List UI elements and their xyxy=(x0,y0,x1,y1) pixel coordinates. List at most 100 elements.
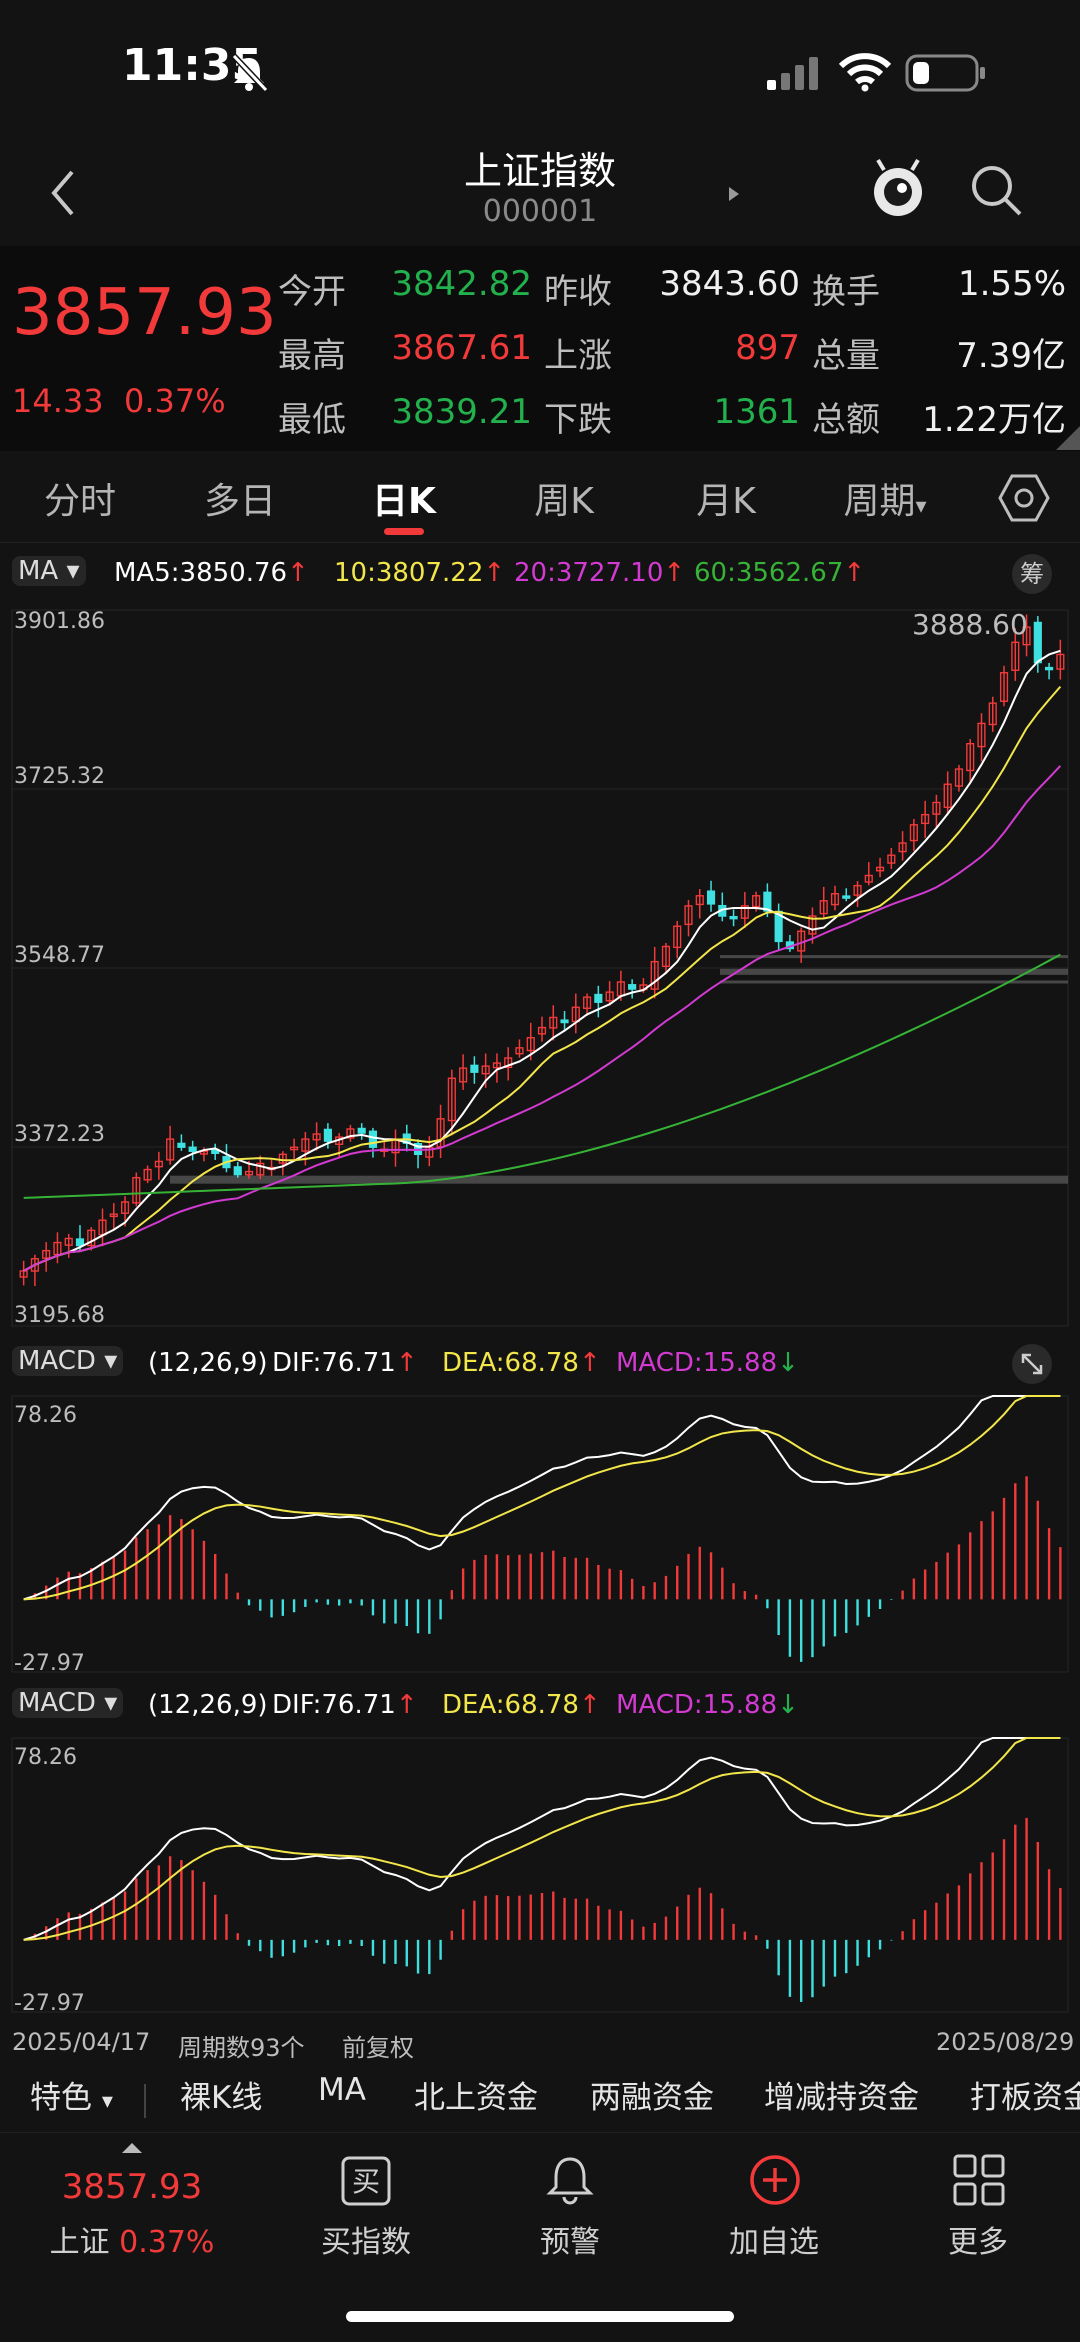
candle-body xyxy=(808,915,817,935)
candle-body xyxy=(887,854,896,864)
cellular-signal-icon xyxy=(767,57,818,90)
quote-label: 总量 xyxy=(812,336,880,376)
status-bar: 11:35 xyxy=(0,0,1080,140)
candle-body xyxy=(729,915,738,920)
candle-body xyxy=(684,905,693,926)
candle-body xyxy=(504,1057,513,1069)
tab-intraday[interactable]: 分时 xyxy=(43,481,116,522)
feature-northbound[interactable]: 北上资金 xyxy=(414,2080,538,2116)
macd-legend-1: MACD ▾ (12,26,9) DIF:76.71↑ DEA:68.78↑ M… xyxy=(12,1344,1072,1386)
dif-line xyxy=(23,1737,1061,1941)
search-icon[interactable] xyxy=(968,162,1026,220)
feature-margin[interactable]: 两融资金 xyxy=(590,2080,714,2116)
ma5-line xyxy=(23,649,1061,1272)
candle-body xyxy=(75,1238,85,1247)
next-stock-arrow-icon[interactable] xyxy=(726,184,742,204)
dif-value-2: DIF:76.71↑ xyxy=(272,1690,418,1720)
wifi-icon xyxy=(838,53,892,92)
ma-legend: MA ▾ MA5:3850.76↑ 10:3807.22↑ 20:3727.10… xyxy=(12,554,1072,596)
candle-body xyxy=(346,1128,355,1139)
svg-text:买: 买 xyxy=(352,2165,380,2198)
candle-body xyxy=(706,890,716,905)
quote-label: 总额 xyxy=(812,400,880,440)
macd-selector-2[interactable]: MACD ▾ xyxy=(12,1688,124,1718)
back-arrow-icon[interactable] xyxy=(48,168,78,218)
tab-multi-day[interactable]: 多日 xyxy=(203,481,276,522)
feature-divider xyxy=(144,2084,146,2118)
corner-marker-icon xyxy=(1056,426,1080,450)
macd-top-label: 78.26 xyxy=(14,1745,77,1770)
feature-special[interactable]: 特色 ▾ xyxy=(30,2080,113,2116)
macd-frame xyxy=(11,1395,1069,1673)
candle-body xyxy=(64,1237,73,1246)
settings-hexagon-icon[interactable] xyxy=(998,472,1050,524)
buy-index-label: 买指数 xyxy=(321,2225,411,2260)
candle-body xyxy=(233,1166,242,1176)
feature-holdings-change[interactable]: 增减持资金 xyxy=(764,2080,919,2116)
candle-body xyxy=(695,895,704,906)
k-line-chart[interactable]: 3901.86 3725.32 3548.77 3372.23 3195.68 3888.… xyxy=(0,598,1080,1338)
feature-ma[interactable]: MA xyxy=(318,2072,366,2108)
buy-index-button[interactable]: 买 买指数 xyxy=(258,2133,474,2342)
candle-body xyxy=(1022,626,1031,646)
ma10-line xyxy=(23,685,1062,1272)
ma10-value: 10:3807.22↑ xyxy=(334,558,506,588)
candle-body xyxy=(1011,641,1020,672)
dea-value-1: DEA:68.78↑ xyxy=(442,1348,601,1378)
candle-body xyxy=(977,722,986,748)
candle-body xyxy=(954,768,964,787)
candle-body xyxy=(290,1146,299,1151)
tab-period-dropdown[interactable]: 周期▾ xyxy=(843,481,927,522)
ma-selector[interactable]: MA ▾ xyxy=(12,556,86,586)
candle-body xyxy=(988,702,997,726)
add-watchlist-label: 加自选 xyxy=(729,2225,819,2260)
macd-chart-2[interactable]: 78.26 -27.97 xyxy=(0,1730,1080,2020)
candle-body xyxy=(673,925,682,949)
feature-limit-up[interactable]: 打板资金 xyxy=(970,2080,1080,2116)
macd-params-1: (12,26,9) xyxy=(148,1348,268,1378)
candle-body xyxy=(921,813,930,825)
dea-value-2: DEA:68.78↑ xyxy=(442,1690,601,1720)
chip-distribution-button[interactable]: 筹 xyxy=(1012,554,1052,594)
candle-body xyxy=(740,905,749,919)
support-band xyxy=(720,955,1068,959)
tab-weekly-k[interactable]: 周K xyxy=(534,481,594,522)
macd-selector-1[interactable]: MACD ▾ xyxy=(12,1346,124,1376)
candle-body xyxy=(166,1138,175,1161)
candle-body xyxy=(459,1067,468,1083)
expand-icon[interactable] xyxy=(1012,1344,1052,1384)
candle-body xyxy=(1045,666,1054,671)
candle-body xyxy=(368,1130,378,1148)
alert-button[interactable]: 预警 xyxy=(462,2133,678,2342)
candle-body xyxy=(560,1019,569,1024)
buy-icon: 买 xyxy=(341,2156,391,2206)
candle-body xyxy=(943,783,952,809)
feature-strip: 特色 ▾ 裸K线 MA 北上资金 两融资金 增减持资金 打板资金 xyxy=(0,2062,1080,2132)
tab-monthly-k[interactable]: 月K xyxy=(696,481,756,522)
period-count: 周期数93个 xyxy=(178,2034,305,2062)
candle-body xyxy=(909,824,918,842)
quote-label: 下跌 xyxy=(544,400,612,440)
assistant-mascot-icon[interactable] xyxy=(868,156,928,222)
tab-daily-k[interactable]: 日K xyxy=(372,481,436,522)
quote-value: 3839.21 xyxy=(391,392,532,432)
candle-body xyxy=(143,1168,152,1181)
more-label: 更多 xyxy=(948,2225,1008,2260)
candle-body xyxy=(819,900,828,915)
bottom-index-quote[interactable]: 3857.93 上证 0.37% xyxy=(24,2133,240,2342)
macd-bottom-label: -27.97 xyxy=(14,1991,85,2016)
add-watchlist-button[interactable]: 加自选 xyxy=(666,2133,882,2342)
alert-label: 预警 xyxy=(540,2225,600,2260)
candle-body xyxy=(256,1162,265,1176)
battery-icon xyxy=(905,54,985,92)
feature-bare-k[interactable]: 裸K线 xyxy=(180,2080,263,2116)
macd-chart-1[interactable]: 78.26 -27.97 xyxy=(0,1388,1080,1680)
support-band xyxy=(720,968,1068,975)
add-circle-icon xyxy=(750,2155,800,2205)
more-button[interactable]: 更多 xyxy=(870,2133,1080,2342)
support-band xyxy=(170,1175,1068,1184)
macd-top-label: 78.26 xyxy=(14,1403,77,1428)
dea-line xyxy=(23,1737,1061,1941)
quote-value: 1.22万亿 xyxy=(922,400,1066,440)
candle-body xyxy=(177,1142,186,1148)
